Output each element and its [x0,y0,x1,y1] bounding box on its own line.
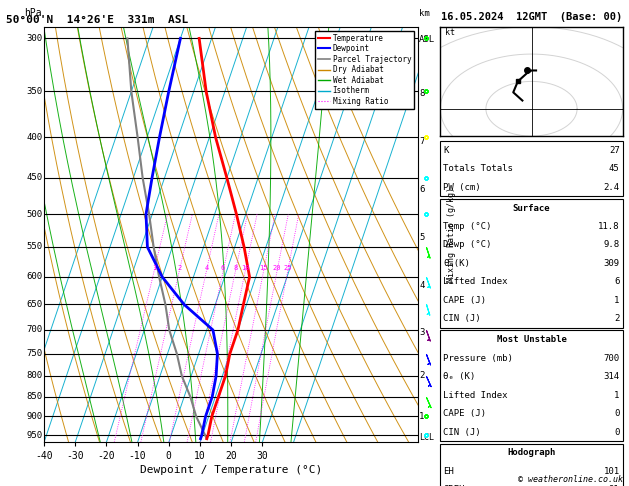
Text: 350: 350 [26,87,42,96]
Text: 11.8: 11.8 [598,222,620,231]
Text: 6: 6 [614,278,620,286]
Text: 8: 8 [233,265,238,271]
Text: EH: EH [443,467,454,476]
Text: 101: 101 [603,467,620,476]
Text: 6: 6 [419,185,425,194]
Text: K: K [443,146,449,155]
Text: Most Unstable: Most Unstable [496,335,567,344]
Text: © weatheronline.co.uk: © weatheronline.co.uk [518,474,623,484]
Text: 9.8: 9.8 [603,241,620,249]
Text: 15: 15 [259,265,268,271]
Text: CIN (J): CIN (J) [443,314,481,323]
Text: 750: 750 [26,349,42,358]
Text: LCL: LCL [419,434,434,442]
Text: Totals Totals: Totals Totals [443,164,513,173]
Text: 0: 0 [614,428,620,436]
Text: 2: 2 [419,371,425,381]
Text: 309: 309 [603,259,620,268]
Text: CIN (J): CIN (J) [443,428,481,436]
Text: 500: 500 [26,209,42,219]
Text: 550: 550 [26,243,42,251]
Text: 27: 27 [609,146,620,155]
Text: Pressure (mb): Pressure (mb) [443,354,513,363]
Text: 1: 1 [152,265,156,271]
Text: 25: 25 [284,265,292,271]
Text: Hodograph: Hodograph [508,449,555,457]
Text: 450: 450 [26,174,42,182]
Text: PW (cm): PW (cm) [443,183,481,191]
Text: 7: 7 [419,137,425,146]
Text: θₑ(K): θₑ(K) [443,259,470,268]
Text: 16.05.2024  12GMT  (Base: 00): 16.05.2024 12GMT (Base: 00) [441,12,622,22]
Text: 600: 600 [26,273,42,281]
Text: hPa: hPa [25,8,42,18]
Text: 314: 314 [603,372,620,381]
Text: 1: 1 [614,391,620,399]
Text: 800: 800 [26,371,42,381]
Text: 50°00'N  14°26'E  331m  ASL: 50°00'N 14°26'E 331m ASL [6,15,189,25]
Text: 4: 4 [204,265,208,271]
Text: kt: kt [445,28,455,37]
Text: 20: 20 [273,265,281,271]
Text: 45: 45 [609,164,620,173]
Text: 2: 2 [177,265,181,271]
Text: ASL: ASL [419,35,435,44]
Text: 4: 4 [419,281,425,290]
Text: Surface: Surface [513,204,550,212]
Text: 10: 10 [241,265,250,271]
Text: 2.4: 2.4 [603,183,620,191]
Text: 400: 400 [26,133,42,142]
Text: 0: 0 [614,409,620,418]
Text: 1: 1 [614,296,620,305]
Text: 1: 1 [419,412,425,421]
Text: 6: 6 [221,265,225,271]
Text: Temp (°C): Temp (°C) [443,222,492,231]
Text: CAPE (J): CAPE (J) [443,296,486,305]
Text: 700: 700 [26,326,42,334]
Text: 300: 300 [26,34,42,43]
Text: Mixing Ratio (g/kg): Mixing Ratio (g/kg) [447,187,457,282]
Text: km: km [419,9,430,18]
Text: θₑ (K): θₑ (K) [443,372,476,381]
Text: 3: 3 [419,328,425,337]
Text: 650: 650 [26,300,42,309]
Text: 850: 850 [26,392,42,401]
Text: Lifted Index: Lifted Index [443,391,508,399]
Text: 2: 2 [614,314,620,323]
Text: CAPE (J): CAPE (J) [443,409,486,418]
Text: 950: 950 [26,431,42,440]
Text: Dewp (°C): Dewp (°C) [443,241,492,249]
Text: 700: 700 [603,354,620,363]
X-axis label: Dewpoint / Temperature (°C): Dewpoint / Temperature (°C) [140,466,322,475]
Text: Lifted Index: Lifted Index [443,278,508,286]
Legend: Temperature, Dewpoint, Parcel Trajectory, Dry Adiabat, Wet Adiabat, Isotherm, Mi: Temperature, Dewpoint, Parcel Trajectory… [315,31,415,109]
Text: 900: 900 [26,412,42,421]
Text: 5: 5 [419,233,425,242]
Text: 8: 8 [419,89,425,98]
